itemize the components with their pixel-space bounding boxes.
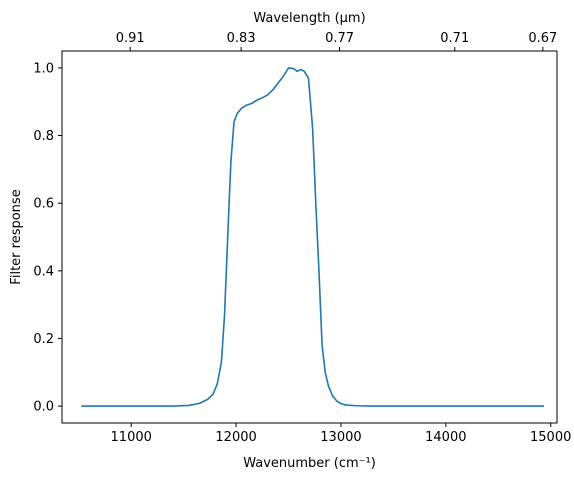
ticks-layer: 11000 12000 13000 14000 15000 0.0 0.2 0.4 0.6 0.8…: [33, 31, 571, 445]
x-tick-label: 15000: [530, 430, 571, 445]
x-tick-label: 14000: [425, 430, 466, 445]
x-tick-label: 11000: [111, 430, 152, 445]
plot-layer: [81, 67, 545, 407]
plot-frame: [61, 50, 558, 424]
top-tick-label: 0.71: [440, 31, 469, 46]
y-tick-label: 0.6: [33, 197, 54, 212]
y-axis-label: Filter response: [9, 189, 24, 284]
top-tick-label: 0.83: [227, 31, 256, 46]
x-tick-label: 12000: [215, 430, 256, 445]
top-axis-label: Wavelength (μm): [253, 11, 365, 26]
y-tick-label: 0.0: [33, 400, 54, 415]
y-tick-label: 0.8: [33, 129, 54, 144]
x-axis-label: Wavenumber (cm⁻¹): [243, 456, 376, 471]
top-tick-label: 0.67: [528, 31, 557, 46]
x-tick-label: 13000: [320, 430, 361, 445]
y-tick-label: 1.0: [33, 61, 54, 76]
y-tick-label: 0.2: [33, 332, 54, 347]
top-tick-label: 0.91: [116, 31, 145, 46]
top-tick-label: 0.77: [325, 31, 354, 46]
y-tick-label: 0.4: [33, 264, 54, 279]
series-line-0: [81, 67, 545, 407]
